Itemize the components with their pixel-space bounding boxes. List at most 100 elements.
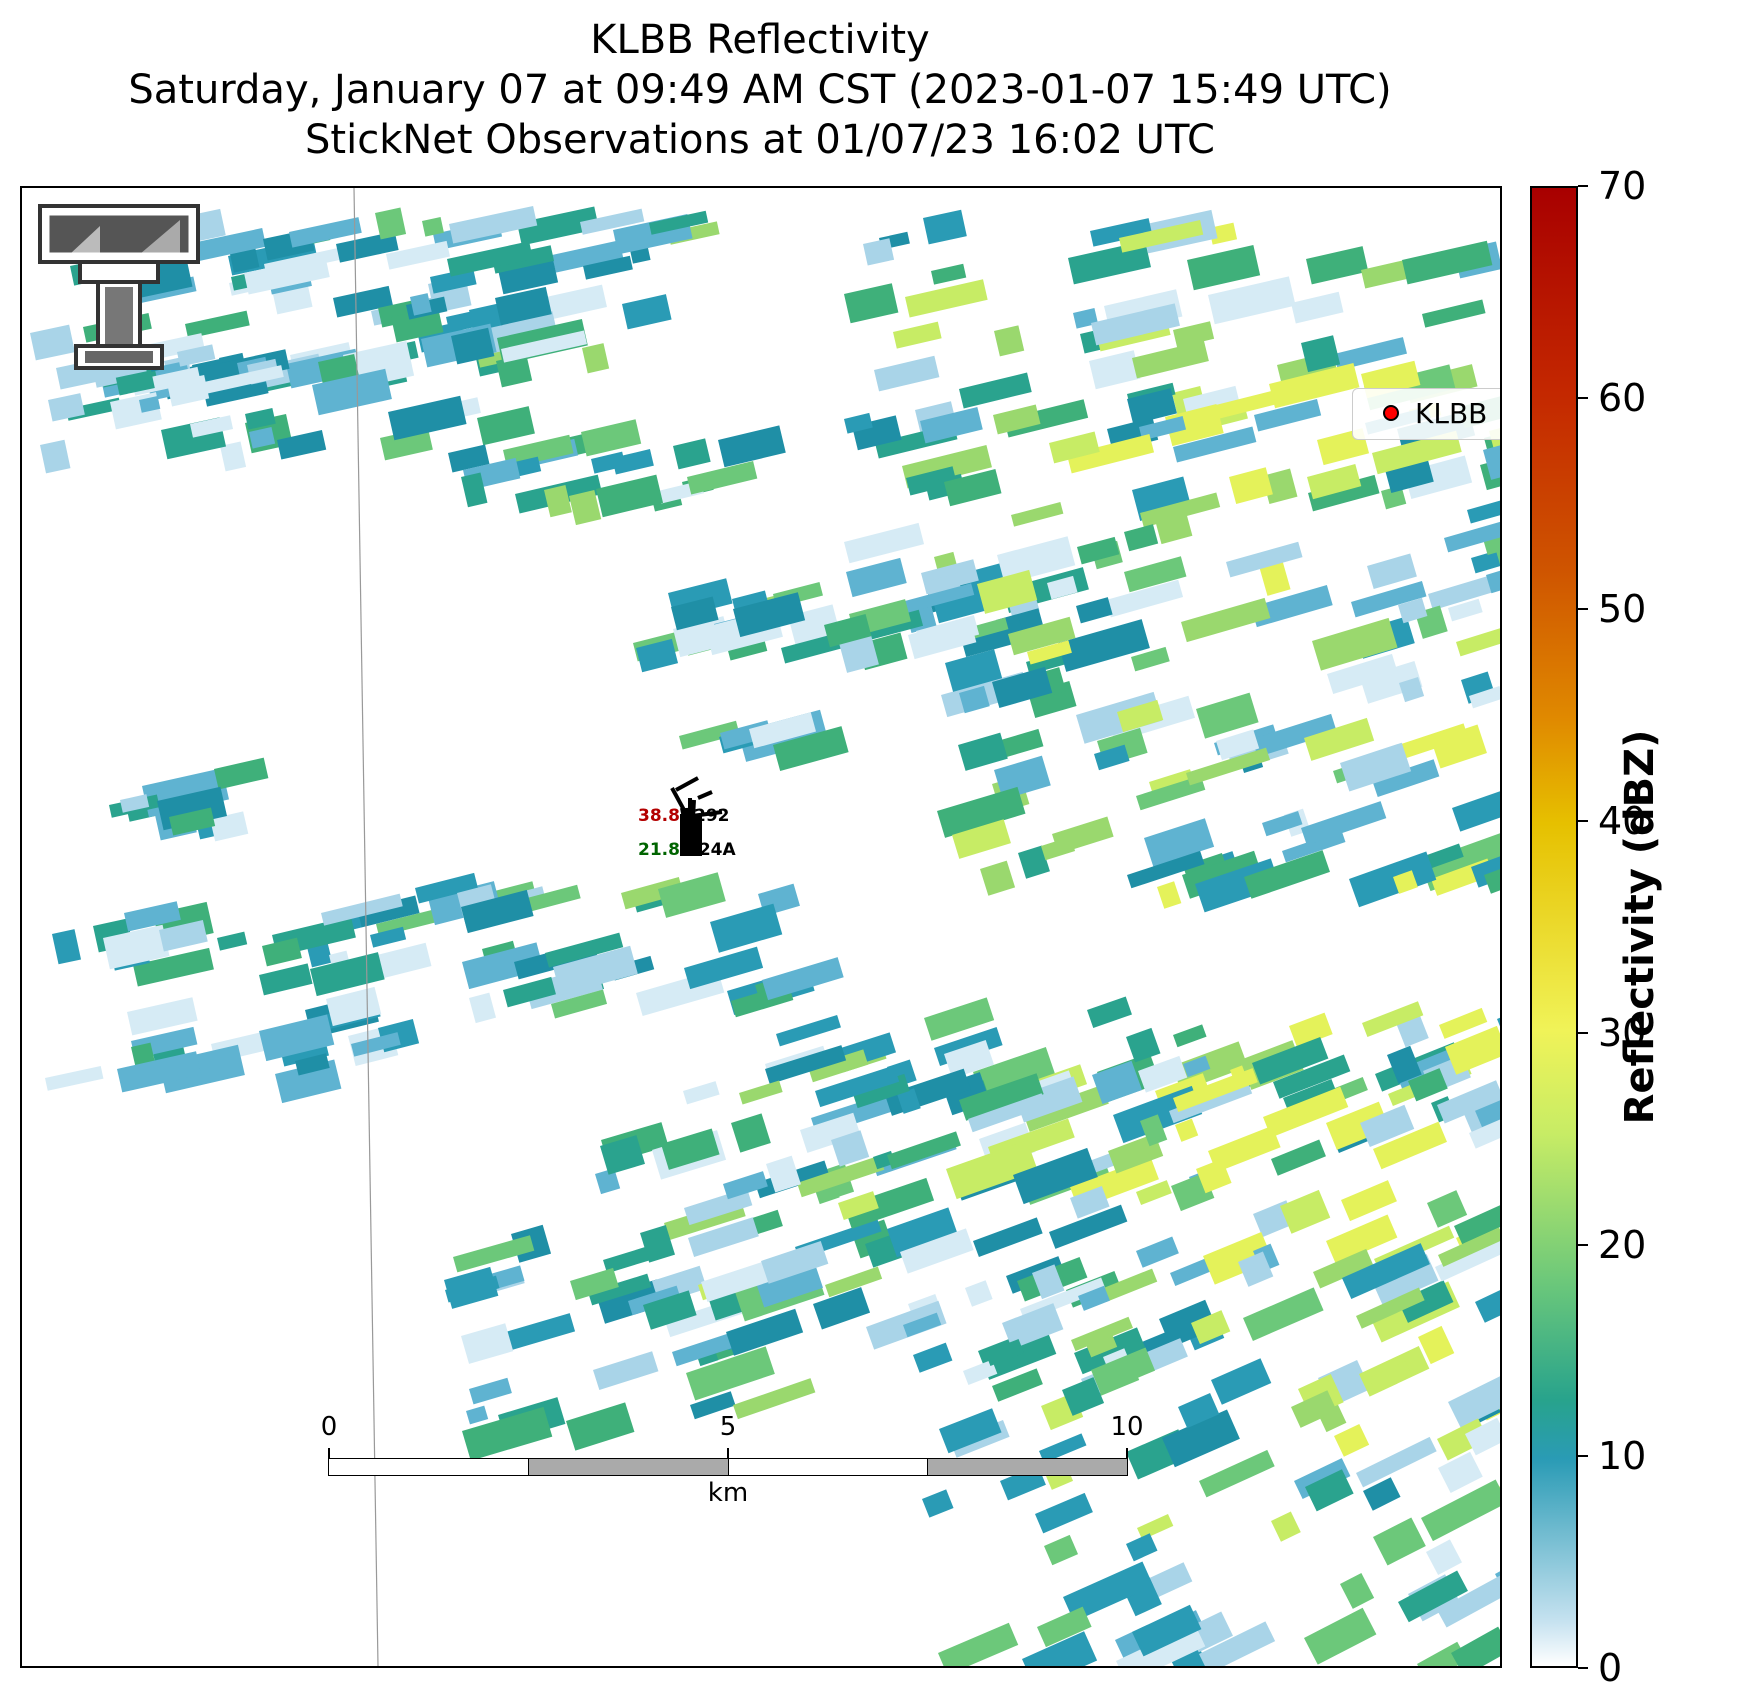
reflectivity-cell xyxy=(277,430,327,460)
reflectivity-cell xyxy=(1238,1251,1274,1287)
reflectivity-cell xyxy=(203,365,284,394)
reflectivity-cell xyxy=(1225,541,1303,578)
reflectivity-cell xyxy=(1333,337,1408,371)
reflectivity-cell xyxy=(133,947,214,987)
reflectivity-cell xyxy=(275,1059,342,1104)
reflectivity-cell xyxy=(1261,810,1303,837)
sticknet-station-marker[interactable] xyxy=(670,776,723,856)
reflectivity-cell xyxy=(1263,1086,1349,1138)
reflectivity-cell xyxy=(1301,801,1387,846)
reflectivity-cell xyxy=(569,489,602,526)
reflectivity-cell xyxy=(1139,415,1187,441)
reflectivity-cell xyxy=(596,474,664,518)
station-temp: 38.8 xyxy=(638,806,680,826)
reflectivity-cell xyxy=(492,1313,576,1355)
reflectivity-cell xyxy=(1341,1180,1397,1222)
reflectivity-cell xyxy=(1027,640,1072,665)
reflectivity-cell xyxy=(1136,775,1206,811)
reflectivity-cell xyxy=(723,1171,768,1200)
scale-tick-5: 5 xyxy=(719,1412,737,1442)
reflectivity-cell xyxy=(1136,1236,1179,1268)
reflectivity-cell xyxy=(963,1359,998,1385)
reflectivity-cell xyxy=(671,596,719,631)
reflectivity-cell xyxy=(726,1308,804,1356)
reflectivity-cell xyxy=(1369,1360,1412,1392)
reflectivity-cell xyxy=(495,286,552,326)
reflectivity-cell xyxy=(461,472,488,508)
reflectivity-cell xyxy=(844,522,925,564)
reflectivity-cell xyxy=(1126,388,1177,425)
reflectivity-cell xyxy=(501,330,588,363)
colorbar-tick-mark xyxy=(1578,1667,1588,1669)
reflectivity-cell xyxy=(213,757,269,790)
reflectivity-cell xyxy=(29,324,75,361)
reflectivity-cell xyxy=(1273,1054,1351,1099)
reflectivity-cell xyxy=(552,240,624,273)
reflectivity-cell xyxy=(1037,1606,1092,1648)
reflectivity-cell xyxy=(1117,699,1164,733)
reflectivity-cell xyxy=(815,1065,900,1108)
reflectivity-cell xyxy=(1022,1631,1098,1666)
reflectivity-cell xyxy=(1450,1626,1500,1666)
reflectivity-cell xyxy=(1047,575,1078,600)
reflectivity-cell xyxy=(1325,1101,1390,1150)
reflectivity-cell xyxy=(1282,830,1346,863)
reflectivity-cell xyxy=(1437,1080,1500,1124)
colorbar-tick-label: 40 xyxy=(1598,799,1647,844)
reflectivity-cell xyxy=(1456,621,1500,657)
reflectivity-cell xyxy=(920,407,983,444)
reflectivity-cell xyxy=(1398,1280,1454,1323)
reflectivity-cell xyxy=(1483,436,1500,480)
colorbar-tick-mark xyxy=(1578,820,1588,823)
reflectivity-cell xyxy=(844,412,873,434)
reflectivity-cell xyxy=(1124,556,1187,593)
reflectivity-cell xyxy=(994,755,1051,800)
reflectivity-cell xyxy=(1271,1511,1301,1542)
reflectivity-cell xyxy=(967,1093,1047,1133)
reflectivity-cell xyxy=(1399,676,1425,703)
reflectivity-cell xyxy=(1469,1119,1500,1149)
klbb-marker-icon xyxy=(1383,405,1399,421)
reflectivity-cell xyxy=(126,997,198,1036)
reflectivity-cell xyxy=(1393,870,1418,894)
colorbar-tick-label: 70 xyxy=(1598,164,1647,208)
reflectivity-cell xyxy=(1211,1358,1272,1405)
reflectivity-cell xyxy=(39,439,71,474)
scale-bar xyxy=(328,1458,1128,1476)
reflectivity-cell xyxy=(1339,1573,1375,1609)
reflectivity-cell xyxy=(672,1333,734,1367)
reflectivity-cell xyxy=(1199,1621,1276,1666)
reflectivity-cell xyxy=(762,957,844,1001)
reflectivity-cell xyxy=(496,354,533,388)
reflectivity-cell xyxy=(1486,564,1500,594)
station-dewpoint: 21.8 xyxy=(638,840,680,860)
reflectivity-cell xyxy=(992,1368,1043,1402)
reflectivity-cell xyxy=(622,294,672,330)
reflectivity-cell xyxy=(289,217,362,248)
texas-tech-double-t-logo xyxy=(38,204,200,370)
reflectivity-cell xyxy=(1280,1189,1331,1234)
reflectivity-cell xyxy=(1066,434,1155,474)
radar-map[interactable]: 38.8 292 21.8 224A KLBB 0 5 10 km xyxy=(20,186,1502,1668)
reflectivity-cell xyxy=(210,811,249,842)
colorbar-tick-label: 10 xyxy=(1598,1434,1647,1479)
reflectivity-cell xyxy=(1306,463,1362,500)
reflectivity-cell xyxy=(1408,1068,1448,1102)
reflectivity-cell xyxy=(1101,1268,1158,1302)
reflectivity-cell xyxy=(1159,1299,1218,1348)
reflectivity-cell xyxy=(1063,1561,1154,1622)
reflectivity-cell xyxy=(603,1247,650,1274)
reflectivity-cell xyxy=(1289,1012,1333,1048)
reflectivity-cell xyxy=(391,306,444,343)
reflectivity-cell xyxy=(220,441,247,472)
reflectivity-cell xyxy=(1035,1492,1093,1534)
reflectivity-cell xyxy=(1362,1001,1424,1037)
reflectivity-cell xyxy=(649,210,709,235)
reflectivity-cell xyxy=(1474,1264,1500,1323)
reflectivity-cell xyxy=(116,1051,202,1093)
reflectivity-field xyxy=(29,188,1500,1666)
reflectivity-cell xyxy=(1380,485,1407,510)
reflectivity-cell xyxy=(545,932,624,968)
reflectivity-cell xyxy=(462,1406,553,1461)
reflectivity-cell xyxy=(1438,1451,1483,1493)
